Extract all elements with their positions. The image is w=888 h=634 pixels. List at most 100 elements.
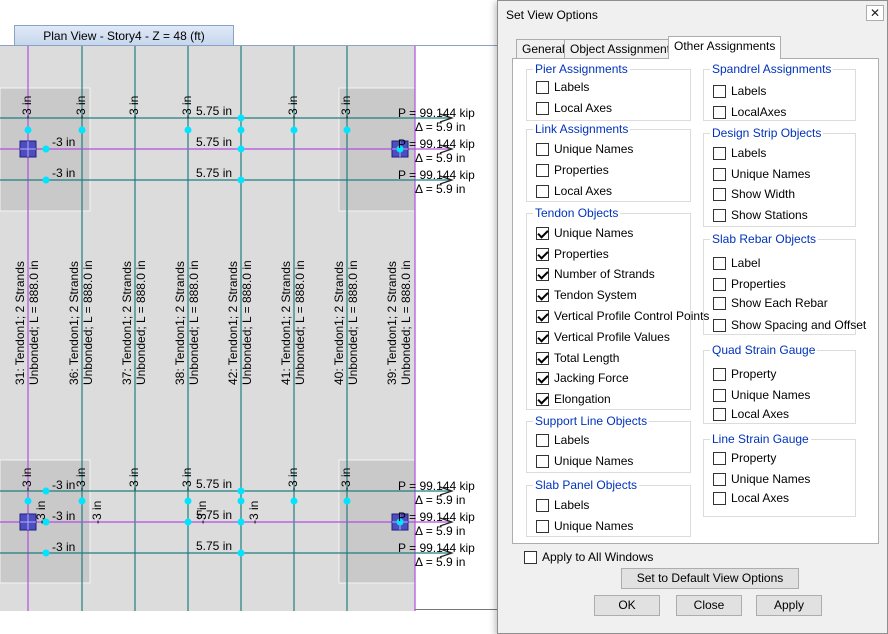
plan-view-tab[interactable]: Plan View - Story4 - Z = 48 (ft) [14, 25, 234, 46]
pier-checkbox-labels[interactable]: Labels [536, 79, 589, 95]
pier-checkbox-local-axes[interactable]: Local Axes [536, 100, 612, 116]
checkbox-box[interactable] [536, 351, 549, 365]
profile-value-label: -3 in [90, 501, 104, 524]
plan-drawing[interactable]: -3 in-3 in-3 in-3 in-3 in5.75 in5.75 in5… [0, 46, 500, 611]
support-group-title: Support Line Objects [533, 414, 650, 428]
tendon-checkbox-jacking-force[interactable]: Jacking Force [536, 370, 629, 386]
tab-object-assignments[interactable]: Object Assignments [564, 39, 683, 58]
quad-checkbox-property[interactable]: Property [713, 366, 776, 382]
rebar-checkbox-properties[interactable]: Properties [713, 276, 786, 292]
tendon-checkbox-total-length[interactable]: Total Length [536, 350, 619, 366]
checkbox-box[interactable] [536, 142, 549, 156]
control-point [42, 176, 50, 184]
apply-all-windows-checkbox[interactable]: Apply to All Windows [524, 549, 653, 565]
rebar-checkbox-show-each-rebar[interactable]: Show Each Rebar [713, 295, 828, 311]
checkbox-label: Show Stations [731, 208, 808, 222]
checkbox-box[interactable] [713, 472, 726, 486]
checkbox-box[interactable] [536, 101, 549, 115]
tendon-checkbox-elongation[interactable]: Elongation [536, 391, 611, 407]
link-checkbox-unique-names[interactable]: Unique Names [536, 141, 633, 157]
tendon-name-label: 42: Tendon1; 2 Strands [226, 261, 240, 385]
checkbox-box[interactable] [713, 318, 726, 332]
spandrel-checkbox-labels[interactable]: Labels [713, 83, 766, 99]
tab-general[interactable]: General [516, 39, 571, 58]
quad-checkbox-local-axes[interactable]: Local Axes [713, 406, 789, 422]
tab-other-assignments[interactable]: Other Assignments [668, 36, 782, 59]
set-default-button[interactable]: Set to Default View Options [621, 568, 799, 589]
support-checkbox-unique-names[interactable]: Unique Names [536, 453, 633, 469]
checkbox-box[interactable] [536, 330, 549, 344]
checkbox-box[interactable] [536, 288, 549, 302]
checkbox-label: Unique Names [554, 226, 634, 240]
close-icon[interactable]: ✕ [866, 5, 884, 21]
checkbox-box[interactable] [536, 392, 549, 406]
checkbox-box[interactable] [713, 277, 726, 291]
checkbox-box[interactable] [536, 247, 549, 261]
strip-checkbox-show-stations[interactable]: Show Stations [713, 207, 808, 223]
ok-button[interactable]: OK [594, 595, 660, 616]
tendon-name-label: 37: Tendon1; 2 Strands [120, 261, 134, 385]
plan-view-canvas[interactable]: -3 in -3 in -3 in -3 in -3 in 5.75 in 5.75 in 5… [0, 45, 500, 611]
tendon-checkbox-number-of-strands[interactable]: Number of Strands [536, 266, 655, 282]
checkbox-box[interactable] [536, 184, 549, 198]
checkbox-box[interactable] [536, 371, 549, 385]
checkbox-box[interactable] [536, 498, 549, 512]
tendon-checkbox-vertical-profile-control-points[interactable]: Vertical Profile Control Points [536, 308, 709, 324]
checkbox-box[interactable] [536, 226, 549, 240]
strip-checkbox-show-width[interactable]: Show Width [713, 186, 795, 202]
strip-checkbox-unique-names[interactable]: Unique Names [713, 166, 810, 182]
tendon-checkbox-vertical-profile-values[interactable]: Vertical Profile Values [536, 329, 670, 345]
rebar-group-title: Slab Rebar Objects [710, 232, 819, 246]
profile-value-label: -3 in [52, 540, 75, 554]
pier-group-title: Pier Assignments [533, 62, 630, 76]
tendon-checkbox-unique-names[interactable]: Unique Names [536, 225, 633, 241]
checkbox-box[interactable] [536, 80, 549, 94]
linegauge-checkbox-property[interactable]: Property [713, 450, 776, 466]
linegauge-checkbox-unique-names[interactable]: Unique Names [713, 471, 810, 487]
checkbox-box[interactable] [536, 433, 549, 447]
checkbox-box[interactable] [536, 309, 549, 323]
apply-all-box[interactable] [524, 550, 537, 564]
checkbox-label: Unique Names [554, 519, 634, 533]
checkbox-box[interactable] [713, 407, 726, 421]
checkbox-box[interactable] [713, 296, 726, 310]
apply-button[interactable]: Apply [756, 595, 822, 616]
checkbox-box[interactable] [713, 491, 726, 505]
checkbox-box[interactable] [713, 256, 726, 270]
checkbox-box[interactable] [536, 163, 549, 177]
tendon-checkbox-tendon-system[interactable]: Tendon System [536, 287, 637, 303]
checkbox-box[interactable] [713, 146, 726, 160]
checkbox-box[interactable] [713, 388, 726, 402]
checkbox-box[interactable] [713, 84, 726, 98]
close-button[interactable]: Close [676, 595, 742, 616]
slabpanel-checkbox-unique-names[interactable]: Unique Names [536, 518, 633, 534]
spandrel-checkbox-localaxes[interactable]: LocalAxes [713, 104, 786, 120]
checkbox-box[interactable] [536, 519, 549, 533]
support-checkbox-labels[interactable]: Labels [536, 432, 589, 448]
rebar-checkbox-label[interactable]: Label [713, 255, 760, 271]
checkbox-box[interactable] [713, 451, 726, 465]
rebar-checkbox-show-spacing-and-offset[interactable]: Show Spacing and Offset [713, 317, 866, 333]
link-checkbox-properties[interactable]: Properties [536, 162, 609, 178]
tendon-name-label: 41: Tendon1; 2 Strands [279, 261, 293, 385]
quad-checkbox-unique-names[interactable]: Unique Names [713, 387, 810, 403]
linegauge-checkbox-local-axes[interactable]: Local Axes [713, 490, 789, 506]
profile-value-label: -3 in [74, 96, 88, 119]
tendon-checkbox-properties[interactable]: Properties [536, 246, 609, 262]
checkbox-box[interactable] [713, 367, 726, 381]
tendon-name-label: 39: Tendon1; 2 Strands [385, 261, 399, 385]
spandrel-group-title: Spandrel Assignments [710, 62, 834, 76]
strip-checkbox-labels[interactable]: Labels [713, 145, 766, 161]
checkbox-box[interactable] [713, 208, 726, 222]
control-point [396, 518, 404, 526]
checkbox-box[interactable] [713, 167, 726, 181]
tendon-info-label: Unbonded; L = 888.0 in [399, 260, 413, 385]
checkbox-box[interactable] [536, 267, 549, 281]
slabpanel-checkbox-labels[interactable]: Labels [536, 497, 589, 513]
checkbox-box[interactable] [713, 187, 726, 201]
profile-value-label: -3 in [74, 468, 88, 491]
checkbox-box[interactable] [713, 105, 726, 119]
link-checkbox-local-axes[interactable]: Local Axes [536, 183, 612, 199]
checkbox-box[interactable] [536, 454, 549, 468]
pier-group: Pier Assignments Labels Local Axes [526, 62, 691, 121]
